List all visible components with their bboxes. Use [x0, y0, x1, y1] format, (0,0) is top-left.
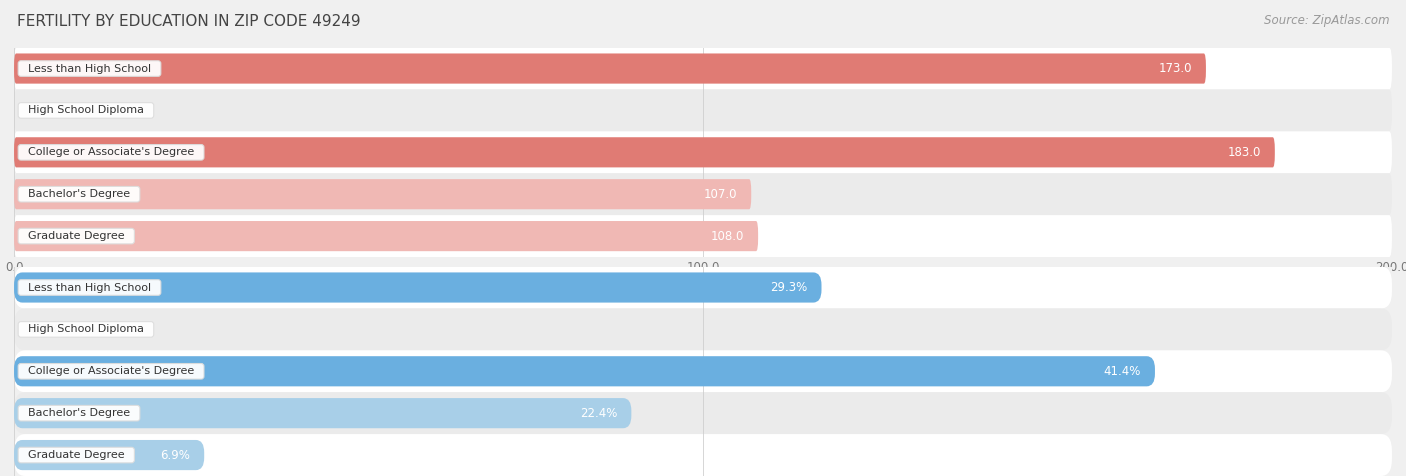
Text: College or Associate's Degree: College or Associate's Degree — [21, 147, 201, 158]
FancyBboxPatch shape — [14, 440, 204, 470]
FancyBboxPatch shape — [14, 137, 1275, 168]
FancyBboxPatch shape — [14, 173, 1392, 215]
Text: 183.0: 183.0 — [1227, 146, 1261, 159]
Text: 173.0: 173.0 — [1159, 62, 1192, 75]
FancyBboxPatch shape — [14, 350, 1392, 392]
FancyBboxPatch shape — [14, 272, 821, 303]
FancyBboxPatch shape — [14, 89, 1392, 131]
Text: Bachelor's Degree: Bachelor's Degree — [21, 189, 136, 199]
Text: College or Associate's Degree: College or Associate's Degree — [21, 366, 201, 377]
Text: 107.0: 107.0 — [704, 188, 738, 201]
Text: 29.3%: 29.3% — [770, 281, 807, 294]
Text: Source: ZipAtlas.com: Source: ZipAtlas.com — [1264, 14, 1389, 27]
Text: Graduate Degree: Graduate Degree — [21, 231, 132, 241]
FancyBboxPatch shape — [14, 356, 1154, 387]
FancyBboxPatch shape — [14, 215, 1392, 257]
Text: 108.0: 108.0 — [711, 229, 744, 243]
FancyBboxPatch shape — [14, 131, 1392, 173]
FancyBboxPatch shape — [14, 179, 751, 209]
Text: 41.4%: 41.4% — [1104, 365, 1142, 378]
Text: Graduate Degree: Graduate Degree — [21, 450, 132, 460]
Text: High School Diploma: High School Diploma — [21, 324, 150, 335]
FancyBboxPatch shape — [14, 53, 1206, 84]
FancyBboxPatch shape — [14, 392, 1392, 434]
Text: 0.0%: 0.0% — [31, 323, 60, 336]
FancyBboxPatch shape — [14, 434, 1392, 476]
Text: Less than High School: Less than High School — [21, 63, 157, 74]
Text: FERTILITY BY EDUCATION IN ZIP CODE 49249: FERTILITY BY EDUCATION IN ZIP CODE 49249 — [17, 14, 360, 30]
FancyBboxPatch shape — [14, 267, 1392, 308]
Text: 22.4%: 22.4% — [581, 407, 617, 420]
FancyBboxPatch shape — [14, 398, 631, 428]
Text: Bachelor's Degree: Bachelor's Degree — [21, 408, 136, 418]
FancyBboxPatch shape — [14, 48, 1392, 89]
Text: Less than High School: Less than High School — [21, 282, 157, 293]
Text: 6.9%: 6.9% — [160, 448, 190, 462]
Text: High School Diploma: High School Diploma — [21, 105, 150, 116]
FancyBboxPatch shape — [14, 221, 758, 251]
FancyBboxPatch shape — [14, 308, 1392, 350]
Text: 0.0: 0.0 — [31, 104, 49, 117]
